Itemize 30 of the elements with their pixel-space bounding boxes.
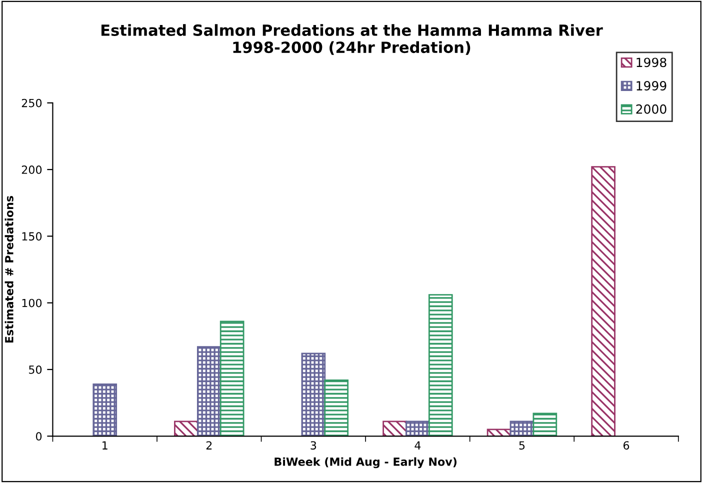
y-axis-title: Estimated # Predations — [4, 196, 14, 343]
y-tick-label: 200 — [22, 166, 42, 174]
bar — [92, 383, 118, 436]
y-tick-label: 150 — [22, 232, 42, 241]
bar — [591, 166, 616, 436]
y-tick-label: 100 — [22, 298, 42, 308]
bar — [324, 379, 349, 436]
bar — [174, 420, 198, 436]
x-tick-label: 2 — [206, 441, 212, 450]
bar — [428, 294, 453, 436]
legend-label: 1999 — [636, 81, 666, 90]
bar — [510, 420, 534, 436]
x-tick-label: 5 — [519, 441, 525, 450]
x-tick-label: 1 — [102, 441, 108, 450]
x-tick-label: 6 — [623, 441, 630, 450]
legend-label: 1998 — [636, 58, 666, 68]
y-tick-label: 50 — [29, 365, 42, 374]
bar — [301, 352, 326, 436]
bar — [220, 320, 244, 436]
x-tick-label: 4 — [414, 441, 421, 450]
bar — [532, 412, 558, 436]
bar — [196, 346, 222, 436]
x-tick-label: 3 — [310, 441, 316, 450]
bar — [382, 420, 407, 436]
x-axis-title: BiWeek (Mid Aug - Early Nov) — [274, 457, 456, 468]
chart-title: Estimated Salmon Predations at the Hamma Hamma River 1998-2000 (24hr Predation) — [101, 24, 603, 55]
y-tick-label: 0 — [36, 432, 42, 441]
bar — [406, 420, 430, 436]
y-tick-label: 250 — [22, 98, 42, 108]
legend-label: 2000 — [636, 104, 666, 114]
